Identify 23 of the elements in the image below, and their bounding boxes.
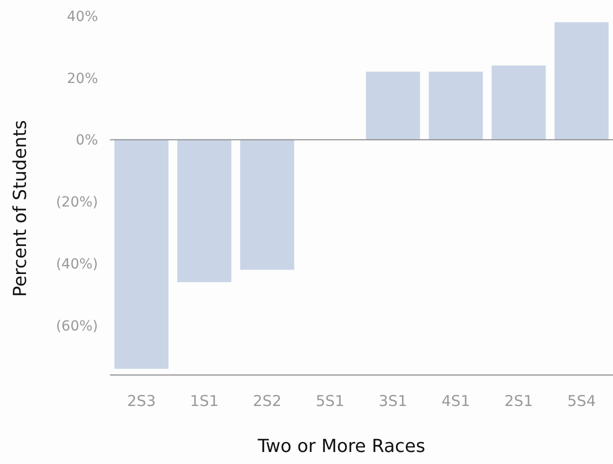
x-axis-title: Two or More Races bbox=[256, 436, 426, 457]
y-tick-label: (60%) bbox=[56, 318, 98, 334]
x-tick-label: 1S1 bbox=[190, 392, 219, 410]
x-tick-label: 4S1 bbox=[442, 392, 470, 410]
y-axis-title: Percent of Students bbox=[10, 120, 31, 297]
bar bbox=[114, 140, 168, 369]
x-tick-label: 2S3 bbox=[127, 392, 156, 410]
y-tick-label: (20%) bbox=[56, 194, 98, 211]
bar bbox=[177, 140, 232, 282]
bar bbox=[428, 72, 483, 140]
y-tick-label: 0% bbox=[76, 132, 98, 149]
bar bbox=[240, 140, 294, 270]
x-tick-label: 2S1 bbox=[504, 392, 533, 410]
bar bbox=[554, 22, 609, 140]
bar bbox=[366, 72, 420, 140]
x-tick-label: 2S2 bbox=[252, 392, 282, 410]
bar bbox=[492, 66, 546, 140]
y-tick-label: 40% bbox=[66, 8, 98, 25]
x-tick-label: 5S4 bbox=[567, 392, 596, 410]
x-tick-label: 3S1 bbox=[378, 392, 408, 410]
y-tick-label: 20% bbox=[66, 70, 98, 87]
y-tick-label: (40%) bbox=[56, 256, 98, 272]
x-tick-label: 5S1 bbox=[316, 392, 344, 410]
